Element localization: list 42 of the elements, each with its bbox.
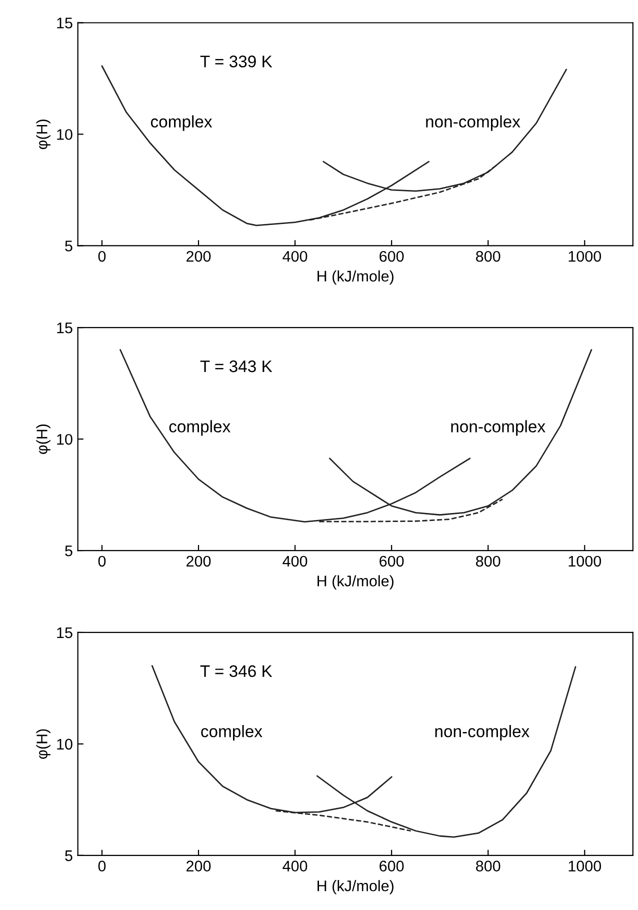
y-tick-label: 10 [57,129,72,140]
x-tick-label: 400 [282,250,308,262]
x-axis-title: H (kJ/mole) [318,575,394,590]
y-tick-label: 15 [57,18,72,28]
y-axis-title: φ(H) [36,729,50,759]
x-axis-title: H (kJ/mole) [318,880,394,894]
x-tick-label: 400 [282,860,308,872]
x-axis-title: H (kJ/mole) [318,270,394,285]
x-tick-label: 1000 [568,250,602,262]
x-tick-label: 200 [186,250,211,262]
y-tick-label: 5 [65,850,72,862]
series-label: non-complex [426,115,520,131]
y-tick-label: 15 [57,627,72,638]
x-tick-label: 800 [476,860,500,872]
series-label: complex [150,115,212,131]
y-tick-label: 5 [65,240,72,252]
x-tick-label: 200 [186,860,211,872]
x-tick-label: 600 [380,556,404,567]
series-label: complex [169,420,230,436]
x-tick-label: 200 [186,556,211,567]
x-tick-label: 0 [98,556,106,567]
series-label: non-complex [451,420,546,436]
y-tick-label: 15 [57,322,72,334]
x-tick-label: 600 [380,250,404,262]
x-tick-label: 800 [476,556,500,567]
x-tick-label: 800 [476,250,500,262]
x-tick-label: 0 [98,250,106,262]
annotation: T = 339 K [200,56,272,68]
annotation: T = 346 K [200,665,272,678]
y-axis-title: φ(H) [36,120,50,150]
x-tick-label: 1000 [568,860,602,872]
y-axis-title: φ(H) [36,424,50,454]
y-tick-label: 10 [57,738,72,750]
y-tick-label: 5 [65,546,72,556]
series-label: non-complex [435,725,530,741]
annotation: T = 343 K [200,360,272,372]
x-tick-label: 0 [98,860,106,872]
x-tick-label: 400 [282,556,308,567]
series-label: complex [201,725,262,741]
y-tick-label: 10 [57,434,72,445]
x-tick-label: 600 [380,860,404,872]
x-tick-label: 1000 [568,556,602,567]
